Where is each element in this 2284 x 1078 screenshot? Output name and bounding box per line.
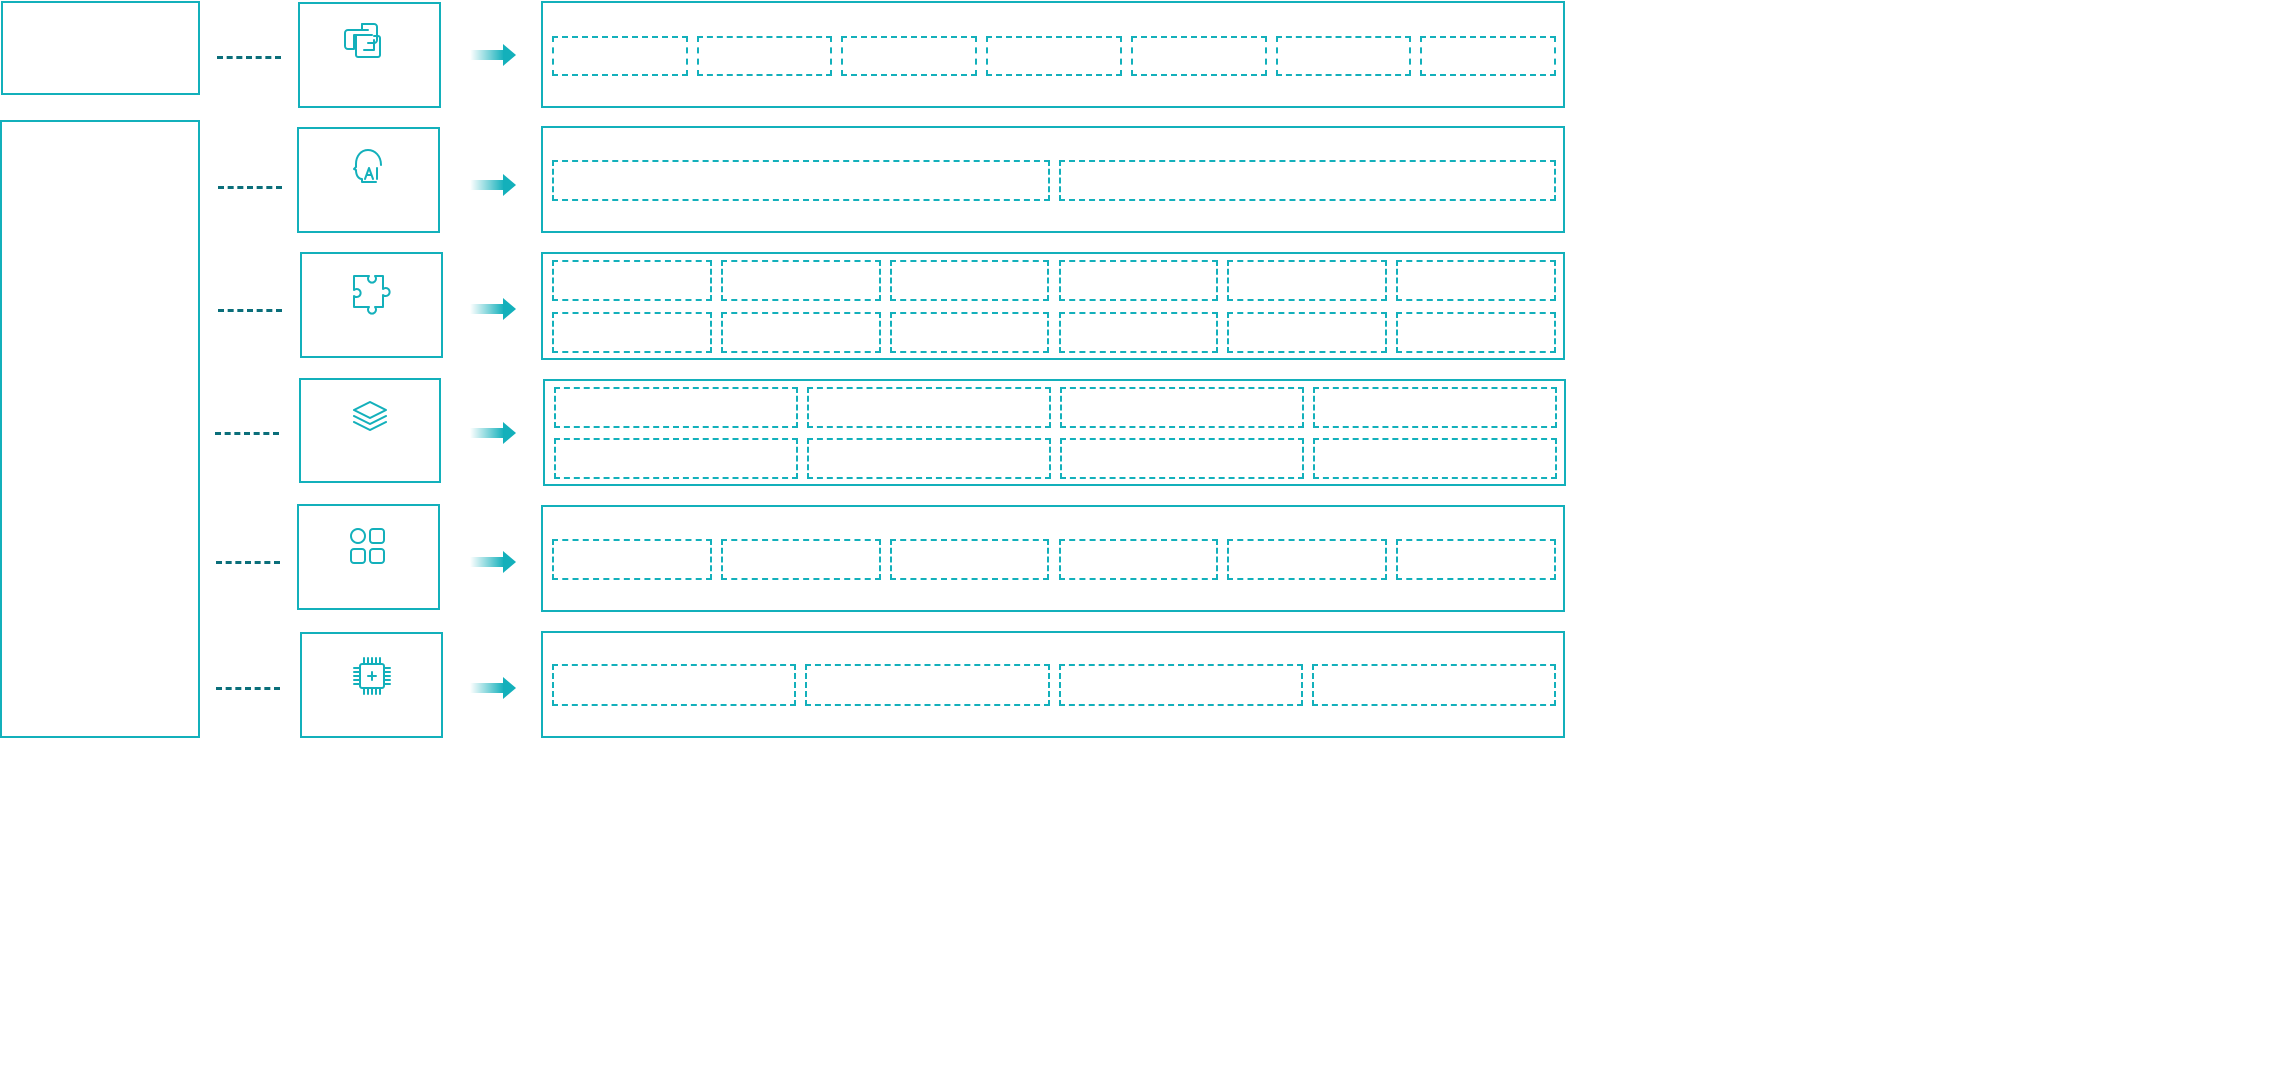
dashed-connector [218, 309, 282, 312]
dashed-connector [216, 687, 280, 690]
placeholder-slot [720, 312, 881, 353]
layers-icon [353, 401, 387, 431]
placeholder-slot [1058, 260, 1219, 301]
placeholder-slot [720, 539, 881, 580]
placeholder-slot [1130, 36, 1267, 76]
layer-panel [297, 127, 440, 233]
puzzle-icon [352, 275, 391, 315]
layer-content-box [541, 126, 1565, 233]
dashed-connector [218, 186, 282, 189]
placeholder-slot [1058, 160, 1556, 201]
dashed-connector [215, 432, 279, 435]
layer-panel [298, 2, 441, 108]
layer-content-box [541, 1, 1565, 108]
placeholder-slot [1060, 438, 1304, 479]
apps-grid-icon [349, 528, 385, 564]
arrow-right-icon [470, 677, 516, 699]
placeholder-slot [1058, 312, 1219, 353]
dashed-connector [216, 561, 280, 564]
placeholder-slot [889, 312, 1050, 353]
arrow-right-icon [470, 298, 516, 320]
layer-panel [297, 504, 440, 610]
arrow-right-icon [470, 174, 516, 196]
chip-icon [352, 657, 391, 695]
placeholder-slot [841, 36, 978, 76]
placeholder-slot [1313, 438, 1557, 479]
layer-content-box [541, 252, 1565, 360]
dashed-connector [217, 56, 281, 59]
layer-panel [299, 378, 441, 483]
placeholder-slot [1227, 312, 1388, 353]
top-left-panel [1, 1, 200, 95]
layer-content-box [543, 379, 1566, 486]
placeholder-slot [554, 387, 798, 428]
placeholder-slot [1060, 387, 1304, 428]
placeholder-slot [1396, 260, 1556, 301]
placeholder-slot [552, 160, 1050, 201]
placeholder-slot [1396, 539, 1556, 580]
placeholder-slot [696, 36, 833, 76]
placeholder-slot [805, 664, 1050, 706]
arrow-right-icon [470, 551, 516, 573]
placeholder-slot [807, 387, 1051, 428]
placeholder-slot [552, 539, 712, 580]
placeholder-slot [1275, 36, 1412, 76]
placeholder-slot [720, 260, 881, 301]
placeholder-slot [1058, 539, 1219, 580]
placeholder-slot [552, 260, 712, 301]
layer-panel [300, 632, 443, 738]
placeholder-slot [1227, 539, 1388, 580]
arrow-right-icon [470, 422, 516, 444]
placeholder-slot [1311, 664, 1556, 706]
placeholder-slot [1313, 387, 1557, 428]
placeholder-slot [889, 539, 1050, 580]
layer-panel [300, 252, 443, 358]
layer-content-box [541, 631, 1565, 738]
placeholder-slot [552, 312, 712, 353]
python-icon [343, 23, 381, 58]
placeholder-slot [1227, 260, 1388, 301]
bottom-left-panel [0, 120, 200, 738]
placeholder-slot [986, 36, 1122, 76]
placeholder-slot [1396, 312, 1556, 353]
placeholder-slot [1420, 36, 1556, 76]
placeholder-slot [552, 36, 688, 76]
placeholder-slot [807, 438, 1051, 479]
layer-content-box [541, 505, 1565, 612]
arrow-right-icon [470, 44, 516, 66]
ai-head-icon [352, 149, 382, 183]
placeholder-slot [889, 260, 1050, 301]
placeholder-slot [552, 664, 797, 706]
placeholder-slot [554, 438, 798, 479]
placeholder-slot [1058, 664, 1303, 706]
